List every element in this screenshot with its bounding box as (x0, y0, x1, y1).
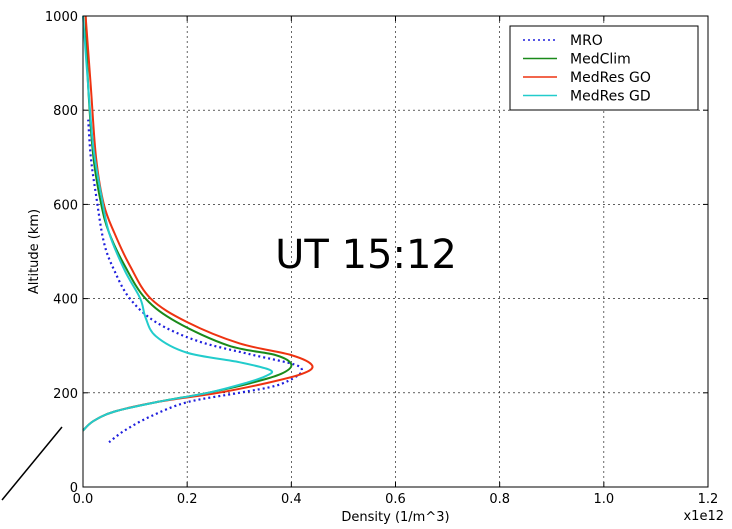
y-tick-label: 1000 (45, 10, 78, 25)
decorative-diagonal-line (1, 426, 63, 501)
y-tick-label: 200 (53, 387, 78, 402)
x-tick-label: 0.6 (385, 492, 406, 507)
legend: MRO MedClim MedRes GO MedRes GD (509, 25, 699, 111)
axis-ticks: 0.0 0.2 0.4 0.6 0.8 1.0 1.2 0 200 400 600 800 1000 (45, 10, 718, 507)
x-tick-label: 0.2 (177, 492, 198, 507)
y-tick-label: 600 (53, 198, 78, 213)
x-tick-label: 0.0 (73, 492, 94, 507)
x-tick-label: 0.8 (489, 492, 510, 507)
legend-label: MedClim (570, 52, 631, 68)
x-tick-label: 1.2 (698, 492, 719, 507)
series-line-mro (87, 119, 304, 444)
series-line-medres-gd (82, 15, 274, 432)
series-layer (82, 15, 314, 444)
series-line-medres-go (82, 15, 314, 432)
legend-label: MedRes GD (570, 89, 651, 105)
y-tick-label: 800 (53, 104, 78, 119)
x-offset-label: x1e12 (683, 509, 724, 524)
series-line-medclim (82, 15, 293, 432)
x-axis-title: Density (1/m^3) (341, 510, 449, 525)
y-axis-title: Altitude (km) (27, 209, 42, 294)
annotation-text: UT 15:12 (275, 232, 457, 278)
x-tick-label: 0.4 (281, 492, 302, 507)
legend-label: MRO (570, 33, 603, 49)
legend-label: MedRes GO (570, 70, 651, 86)
x-tick-label: 1.0 (593, 492, 614, 507)
y-tick-label: 400 (53, 293, 78, 308)
y-tick-label: 0 (70, 481, 78, 496)
